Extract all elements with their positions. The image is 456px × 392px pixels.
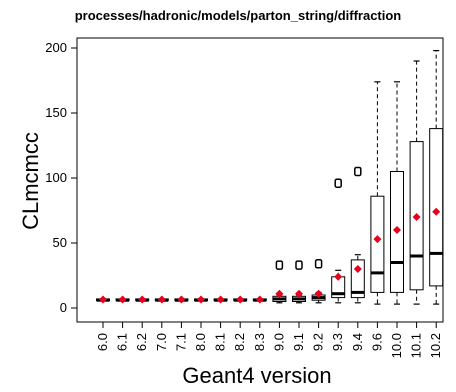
y-tick-label: 100 — [45, 170, 67, 185]
mean-marker — [295, 289, 303, 298]
box-iqr — [429, 128, 444, 287]
x-tick-label: 10.0 — [389, 333, 404, 358]
mean-marker — [118, 295, 127, 304]
box-iqr — [370, 195, 385, 293]
x-tick-label: 7.0 — [154, 333, 169, 351]
box-9.0 — [272, 260, 287, 304]
x-tick-label: 8.1 — [213, 333, 228, 351]
plot-frame — [76, 37, 444, 323]
x-tick-label: 8.2 — [232, 333, 247, 351]
mean-marker — [393, 226, 401, 234]
box-6.1 — [115, 295, 130, 304]
box-6.0 — [96, 295, 110, 304]
x-tick-label: 9.6 — [369, 333, 384, 351]
outlier-point — [334, 178, 342, 188]
box-10.2 — [429, 49, 444, 305]
x-tick-label: 10.2 — [428, 333, 443, 358]
box-6.2 — [135, 295, 150, 304]
box-8.1 — [213, 295, 228, 304]
y-axis: 0 50 100 150 200 — [45, 40, 77, 315]
mean-marker — [216, 295, 225, 304]
mean-marker — [177, 295, 186, 304]
outlier-point — [314, 259, 323, 269]
mean-marker — [334, 272, 343, 281]
x-tick-label: 9.4 — [350, 333, 365, 351]
x-tick-label: 9.0 — [271, 333, 286, 351]
y-tick-label: 50 — [53, 235, 67, 250]
box-8.0 — [194, 295, 208, 304]
mean-marker — [412, 213, 421, 221]
x-tick-label: 6.0 — [95, 333, 110, 351]
y-tick-label: 150 — [45, 105, 67, 120]
mean-marker — [255, 295, 264, 304]
y-tick-label: 200 — [45, 40, 67, 55]
box-7.1 — [174, 295, 189, 304]
box-10.1 — [409, 60, 424, 305]
box-9.4 — [350, 166, 365, 304]
y-axis-label: CLmcmcc — [18, 132, 43, 230]
mean-marker — [314, 289, 323, 298]
y-tick-label: 0 — [60, 300, 67, 315]
box-9.6 — [370, 81, 385, 305]
mean-marker — [138, 295, 147, 304]
x-axis: 6.0 6.1 6.2 7.0 7.1 8.0 8.1 8.2 8.3 9.0 9.1 9.2 9.3 9… — [95, 322, 443, 358]
mean-marker — [432, 207, 441, 216]
mean-marker — [99, 295, 107, 304]
x-axis-label: Geant4 version — [182, 363, 331, 388]
box-9.1 — [292, 260, 306, 304]
outlier-point — [354, 166, 362, 177]
box-7.0 — [154, 295, 169, 304]
x-tick-label: 8.0 — [193, 333, 208, 351]
x-tick-label: 10.1 — [409, 333, 424, 358]
mean-marker — [157, 295, 166, 304]
mean-marker — [236, 295, 245, 304]
outlier-point — [295, 260, 303, 270]
box-series — [96, 49, 444, 305]
x-tick-label: 9.1 — [291, 333, 306, 351]
mean-marker — [353, 265, 362, 273]
mean-marker — [197, 295, 205, 304]
outlier-point — [275, 260, 284, 270]
mean-marker — [373, 235, 382, 244]
box-10.0 — [390, 81, 404, 305]
x-tick-label: 9.2 — [311, 333, 326, 351]
x-tick-label: 9.3 — [330, 333, 345, 351]
x-tick-label: 7.1 — [173, 333, 188, 351]
x-tick-label: 6.1 — [115, 333, 130, 351]
mean-marker — [275, 289, 284, 298]
x-tick-label: 6.2 — [134, 333, 149, 351]
box-8.2 — [233, 295, 248, 304]
box-8.3 — [252, 295, 267, 304]
box-9.3 — [331, 178, 346, 304]
box-9.2 — [311, 259, 326, 304]
x-tick-label: 8.3 — [252, 333, 267, 351]
chart-title: processes/hadronic/models/parton_string/… — [75, 8, 402, 23]
